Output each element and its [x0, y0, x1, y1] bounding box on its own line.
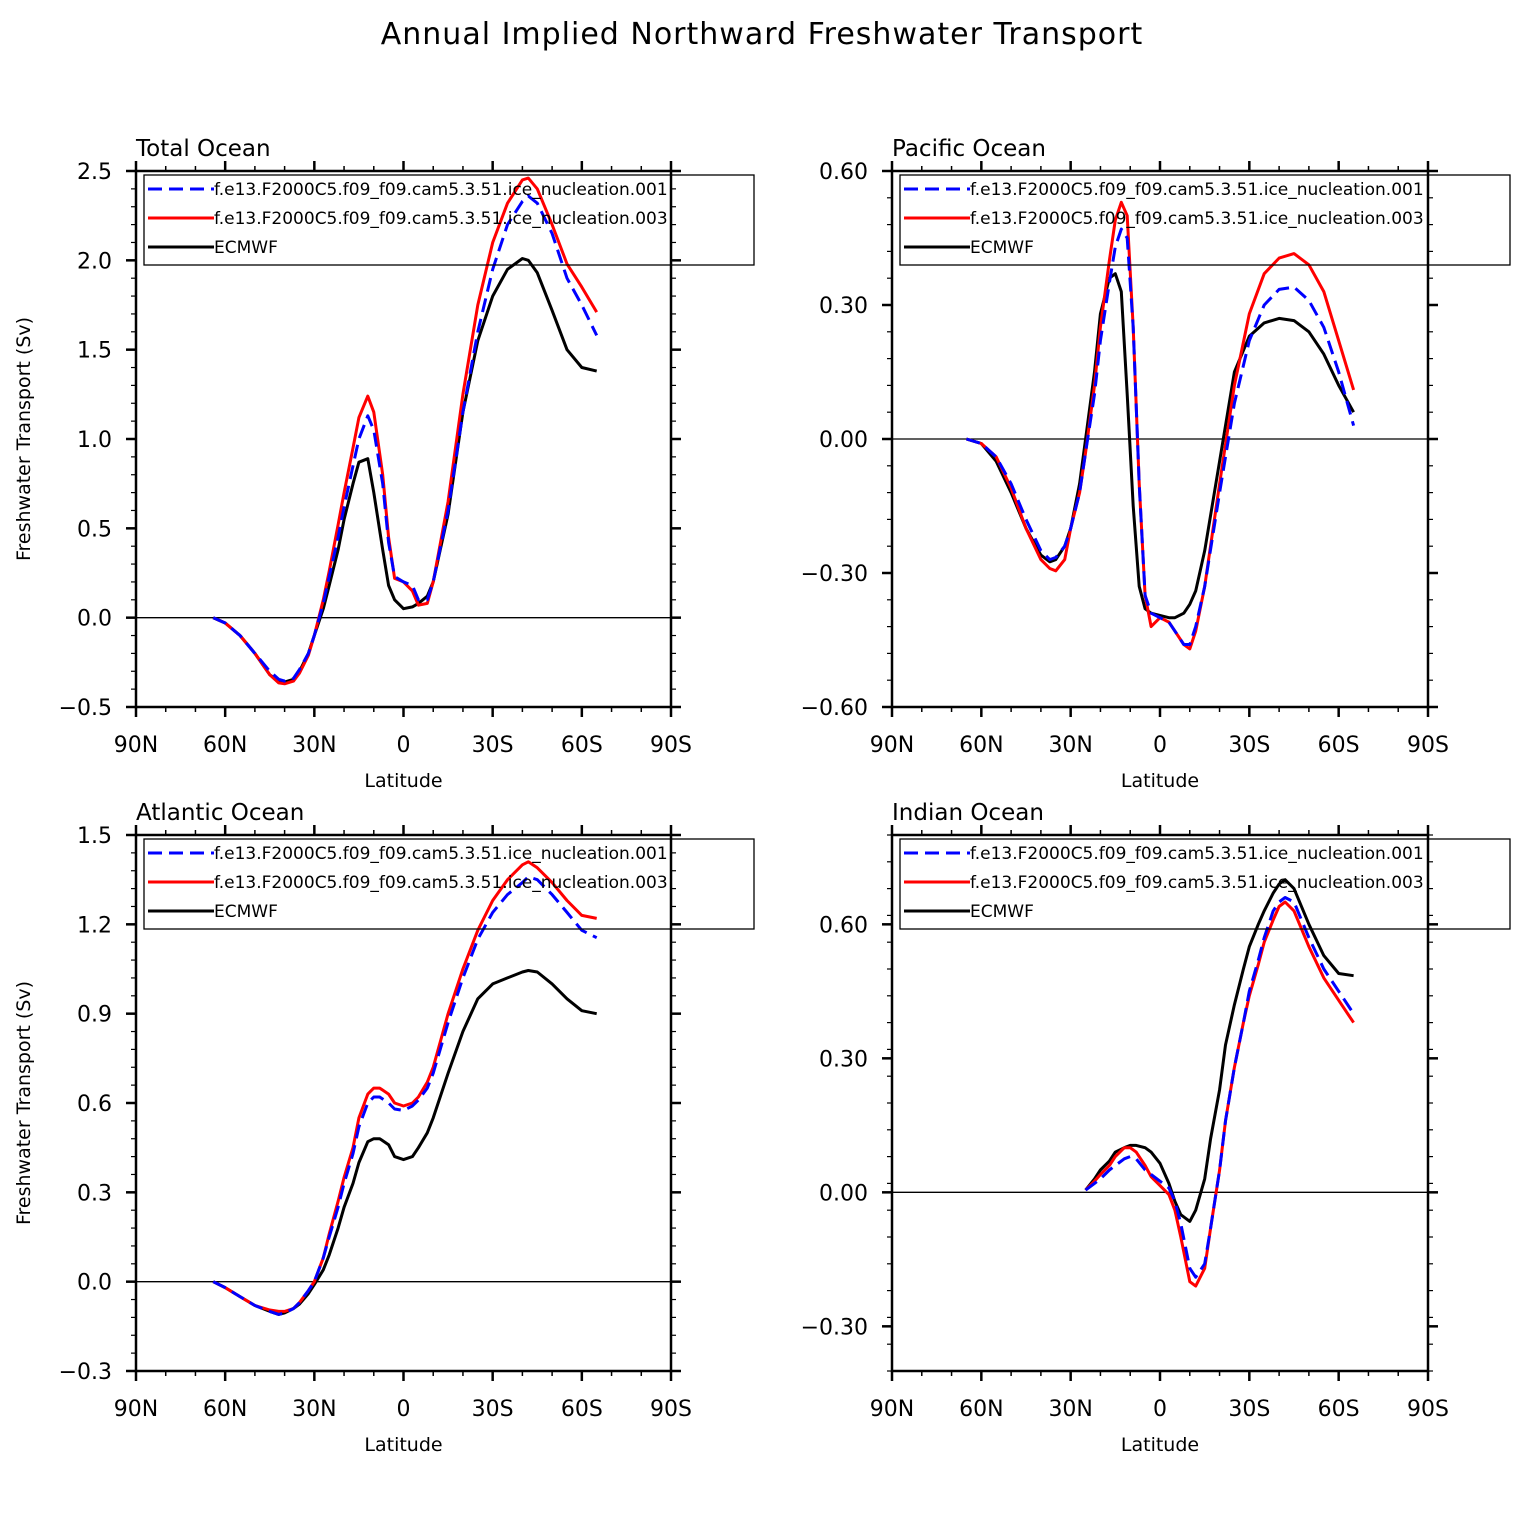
- x-tick-label: 0: [397, 733, 411, 758]
- panel-atlantic-ocean: 90N 60N 30N 0 30S 60S 90S −0.3 0.0 0.3 0.6 0.9 1.2 1.…: [13, 800, 755, 1456]
- y-tick-label: 1.5: [77, 339, 112, 364]
- y-tick-label: −0.5: [59, 696, 112, 721]
- y-axis-title: Freshwater Transport (Sv): [13, 317, 35, 561]
- series-line-1: [212, 875, 598, 1316]
- x-axis-title: Latitude: [364, 1434, 442, 1456]
- legend-label: f.e13.F2000C5.f09_f09.cam5.3.51.ice_nucl…: [214, 873, 668, 893]
- series-line-2: [965, 200, 1356, 651]
- panel-title: Pacific Ocean: [892, 136, 1046, 162]
- y-tick-label: 0.00: [819, 1181, 868, 1206]
- legend-label: ECMWF: [970, 902, 1034, 922]
- legend-label: ECMWF: [214, 238, 278, 258]
- y-tick-label: −0.30: [801, 562, 868, 587]
- x-tick-label: 30N: [1048, 733, 1092, 758]
- y-tick-label: 0.30: [819, 294, 868, 319]
- x-tick-label: 90N: [870, 1397, 914, 1422]
- x-tick-label: 30S: [1228, 1397, 1270, 1422]
- legend: f.e13.F2000C5.f09_f09.cam5.3.51.ice_nucl…: [143, 174, 755, 266]
- panel-title: Indian Ocean: [892, 800, 1044, 826]
- x-axis-title: Latitude: [364, 770, 442, 792]
- x-axis-title: Latitude: [1121, 770, 1199, 792]
- panel-pacific-ocean: 90N 60N 30N 0 30S 60S 90S −0.60 −0.30 0.00 0.30 0.6…: [801, 136, 1511, 792]
- panel-total-ocean: 90N 60N 30N 0 30S 60S 90S −0.5 0.0 0.5 1.0 1.5 2.0 2.…: [13, 136, 755, 792]
- x-axis-title: Latitude: [1121, 1434, 1199, 1456]
- y-tick-label: −0.3: [59, 1360, 112, 1385]
- x-tick-label: 30N: [292, 733, 336, 758]
- y-tick-label: 1.0: [77, 428, 112, 453]
- y-tick-label: 0.3: [77, 1181, 112, 1206]
- legend-label: ECMWF: [214, 902, 278, 922]
- legend-label: f.e13.F2000C5.f09_f09.cam5.3.51.ice_nucl…: [214, 844, 668, 864]
- legend-label: f.e13.F2000C5.f09_f09.cam5.3.51.ice_nucl…: [970, 873, 1424, 893]
- x-tick-label: 30N: [1048, 1397, 1092, 1422]
- series-line-2: [212, 860, 597, 1313]
- y-tick-label: 2.5: [77, 160, 112, 185]
- panel-title: Atlantic Ocean: [136, 800, 304, 826]
- x-tick-label: 90N: [114, 733, 158, 758]
- legend: f.e13.F2000C5.f09_f09.cam5.3.51.ice_nucl…: [143, 838, 755, 930]
- x-tick-label: 90S: [650, 733, 692, 758]
- x-tick-label: 60S: [1318, 1397, 1360, 1422]
- legend-box: [143, 838, 755, 930]
- y-tick-label: 0.60: [819, 160, 868, 185]
- x-tick-label: 60N: [959, 1397, 1003, 1422]
- x-tick-label: 30S: [472, 1397, 514, 1422]
- y-tick-label: 0.0: [77, 1271, 112, 1296]
- chart-panels: 90N 60N 30N 0 30S 60S 90S −0.5 0.0 0.5 1.0 1.5 2.0 2.…: [13, 136, 1511, 1456]
- x-tick-label: 30S: [1228, 733, 1270, 758]
- x-tick-label: 60N: [959, 733, 1003, 758]
- x-tick-label: 60N: [203, 733, 247, 758]
- y-tick-label: 0.6: [77, 1092, 112, 1117]
- x-tick-label: 90S: [1407, 733, 1449, 758]
- x-tick-label: 30N: [292, 1397, 336, 1422]
- y-tick-label: 2.0: [77, 249, 112, 274]
- x-tick-label: 60N: [203, 1397, 247, 1422]
- series-line-1: [1084, 896, 1355, 1279]
- legend: f.e13.F2000C5.f09_f09.cam5.3.51.ice_nucl…: [899, 174, 1511, 266]
- panel-title: Total Ocean: [135, 136, 271, 162]
- legend: f.e13.F2000C5.f09_f09.cam5.3.51.ice_nucl…: [899, 838, 1511, 930]
- series-line-1: [212, 194, 599, 683]
- x-tick-label: 60S: [1318, 733, 1360, 758]
- legend-label: f.e13.F2000C5.f09_f09.cam5.3.51.ice_nucl…: [970, 180, 1424, 200]
- y-tick-label: 0.0: [77, 607, 112, 632]
- y-tick-label: −0.60: [801, 696, 868, 721]
- x-tick-label: 90N: [870, 733, 914, 758]
- y-tick-label: −0.30: [801, 1315, 868, 1340]
- x-tick-label: 0: [1153, 1397, 1167, 1422]
- x-tick-label: 0: [397, 1397, 411, 1422]
- x-tick-label: 90N: [114, 1397, 158, 1422]
- legend-box: [899, 174, 1511, 266]
- series-line-3: [212, 969, 597, 1316]
- x-tick-label: 60S: [561, 1397, 603, 1422]
- y-tick-label: 0.9: [77, 1003, 112, 1028]
- x-tick-label: 60S: [561, 733, 603, 758]
- y-tick-label: 0.30: [819, 1047, 868, 1072]
- x-tick-label: 90S: [650, 1397, 692, 1422]
- y-tick-label: 0.5: [77, 517, 112, 542]
- legend-label: f.e13.F2000C5.f09_f09.cam5.3.51.ice_nucl…: [970, 209, 1424, 229]
- y-tick-label: 0.60: [819, 913, 868, 938]
- series-line-2: [1084, 900, 1355, 1288]
- panel-indian-ocean: 90N 60N 30N 0 30S 60S 90S −0.30 0.00 0.30 0.60 Indi…: [801, 800, 1511, 1456]
- series-line-1: [965, 227, 1356, 646]
- y-tick-label: 1.2: [77, 913, 112, 938]
- x-tick-label: 0: [1153, 733, 1167, 758]
- figure-title: Annual Implied Northward Freshwater Tran…: [381, 17, 1143, 52]
- y-tick-label: 1.5: [77, 824, 112, 849]
- legend-box: [899, 838, 1511, 930]
- x-tick-label: 30S: [472, 733, 514, 758]
- y-axis-title: Freshwater Transport (Sv): [13, 981, 35, 1225]
- legend-label: f.e13.F2000C5.f09_f09.cam5.3.51.ice_nucl…: [214, 180, 668, 200]
- series-line-3: [965, 272, 1355, 620]
- legend-box: [143, 174, 755, 266]
- legend-label: f.e13.F2000C5.f09_f09.cam5.3.51.ice_nucl…: [970, 844, 1424, 864]
- legend-label: f.e13.F2000C5.f09_f09.cam5.3.51.ice_nucl…: [214, 209, 668, 229]
- x-tick-label: 90S: [1407, 1397, 1449, 1422]
- y-tick-label: 0.00: [819, 428, 868, 453]
- legend-label: ECMWF: [970, 238, 1034, 258]
- series-line-3: [212, 257, 598, 684]
